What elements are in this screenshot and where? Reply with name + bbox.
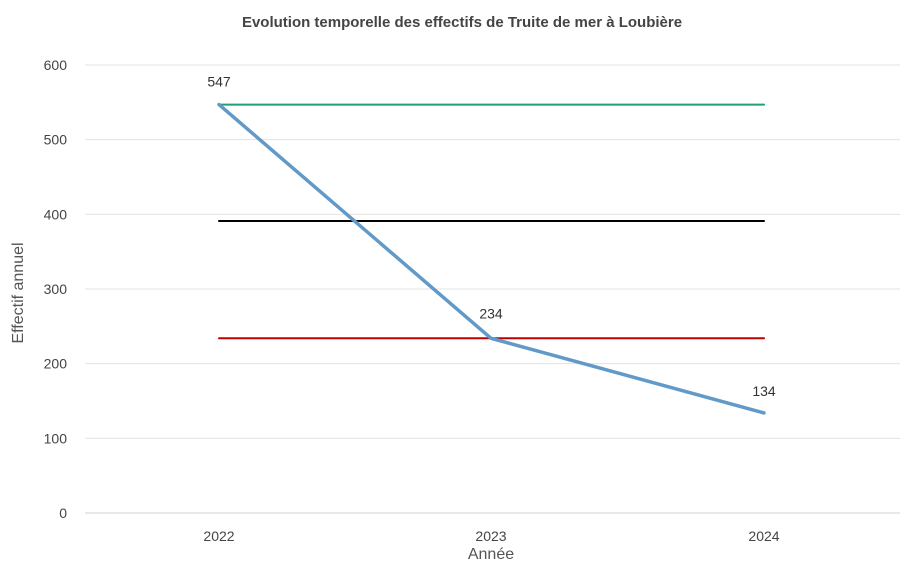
x-tick-label: 2023 — [475, 528, 506, 544]
y-axis-ticks: 0 100 200 300 400 500 600 — [44, 57, 68, 521]
data-labels: 547 234 134 — [207, 74, 776, 399]
series-lines — [217, 102, 766, 415]
y-tick-label: 300 — [44, 281, 68, 297]
series-line-effectif — [217, 102, 766, 415]
y-tick-label: 500 — [44, 132, 68, 148]
data-label: 134 — [752, 383, 776, 399]
y-tick-label: 0 — [59, 505, 67, 521]
y-tick-label: 200 — [44, 356, 68, 372]
x-tick-label: 2022 — [203, 528, 234, 544]
y-axis-label: Effectif annuel — [10, 242, 27, 343]
y-tick-label: 600 — [44, 57, 68, 73]
data-label: 234 — [479, 305, 503, 321]
data-label: 547 — [207, 74, 231, 90]
y-tick-label: 400 — [44, 206, 68, 222]
x-axis-ticks: 2022 2023 2024 — [203, 528, 779, 544]
gridlines — [85, 64, 900, 514]
x-tick-label: 2024 — [748, 528, 779, 544]
chart-title: Evolution temporelle des effectifs de Tr… — [242, 14, 682, 31]
y-tick-label: 100 — [44, 430, 68, 446]
x-axis-label: Année — [468, 546, 514, 563]
